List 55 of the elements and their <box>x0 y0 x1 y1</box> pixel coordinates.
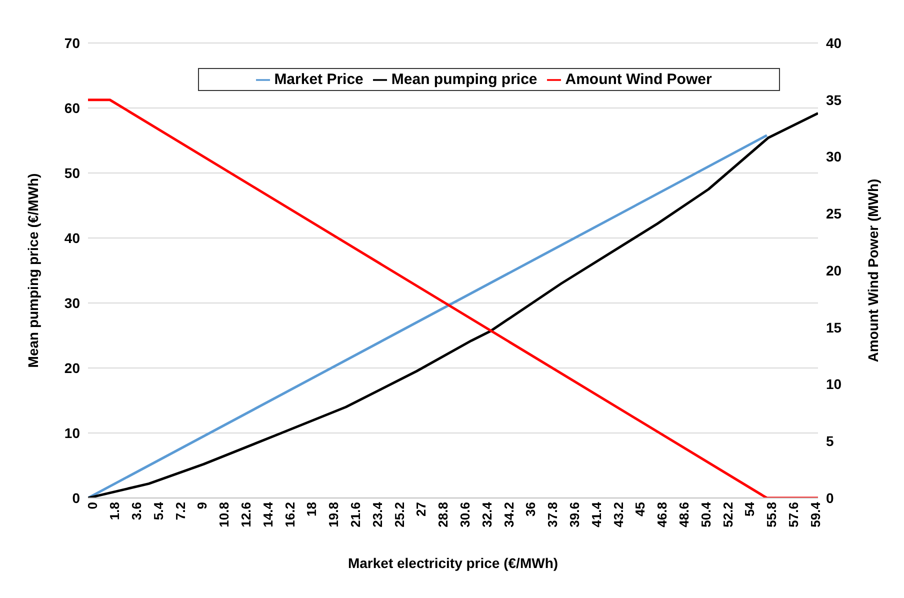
x-tick-label: 5.4 <box>150 501 166 520</box>
x-tick-label: 43.2 <box>610 502 626 528</box>
y2-tick-label: 20 <box>826 262 842 278</box>
x-tick-label: 9 <box>194 502 210 510</box>
x-tick-label: 39.6 <box>567 502 582 528</box>
y2-tick-label: 30 <box>826 148 842 165</box>
x-tick-label: 23.4 <box>370 501 385 528</box>
x-tick-label: 1.8 <box>107 502 122 520</box>
x-tick-label: 57.6 <box>786 502 802 528</box>
y-tick-label: 50 <box>64 164 80 181</box>
legend-label: Market Price <box>274 71 364 88</box>
y-tick-label: 30 <box>64 294 80 311</box>
x-tick-label: 36 <box>523 502 538 516</box>
x-tick-label: 37.8 <box>545 502 560 528</box>
x-tick-label: 7.2 <box>172 502 188 520</box>
x-tick-label: 34.2 <box>501 502 516 528</box>
legend-label: Mean pumping price <box>391 71 538 88</box>
y-tick-label: 40 <box>64 230 80 246</box>
x-tick-label: 25.2 <box>392 502 407 528</box>
x-tick-label: 45 <box>632 502 648 516</box>
legend-label: Amount Wind Power <box>565 71 712 88</box>
x-tick-label: 16.2 <box>282 502 298 528</box>
x-tick-label: 10.8 <box>216 502 232 528</box>
x-tick-label: 55.8 <box>764 502 780 528</box>
y2-tick-label: 5 <box>826 433 834 450</box>
x-tick-label: 21.6 <box>348 502 364 528</box>
x-tick-label: 19.8 <box>326 502 342 528</box>
y2-tick-label: 10 <box>826 376 842 392</box>
y2-tick-label: 15 <box>826 319 842 336</box>
y2-axis-title: Amount Wind Power (MWh) <box>864 178 881 362</box>
x-tick-label: 28.8 <box>436 502 451 528</box>
x-tick-label: 32.4 <box>479 501 494 528</box>
x-tick-label: 59.4 <box>808 501 823 528</box>
x-tick-label: 46.8 <box>654 502 670 528</box>
y-tick-label: 20 <box>64 360 80 376</box>
y-tick-label: 60 <box>64 100 80 116</box>
x-tick-label: 52.2 <box>720 502 736 528</box>
y2-tick-label: 35 <box>826 92 842 108</box>
x-tick-label: 50.4 <box>698 501 714 528</box>
y2-tick-label: 25 <box>826 206 842 222</box>
y2-tick-label: 40 <box>826 34 842 51</box>
y-axis-title: Mean pumping price (€/MWh) <box>24 173 41 368</box>
x-tick-label: 41.4 <box>588 501 604 528</box>
x-tick-label: 18 <box>304 502 320 516</box>
x-tick-label: 30.6 <box>458 502 473 528</box>
x-tick-label: 0 <box>85 502 100 510</box>
y-tick-label: 10 <box>64 424 80 441</box>
x-tick-label: 54 <box>742 501 758 516</box>
y-tick-label: 70 <box>64 34 80 51</box>
x-tick-label: 12.6 <box>238 502 254 528</box>
x-tick-label: 27 <box>414 502 429 516</box>
x-axis-title: Market electricity price (€/MWh) <box>348 555 558 571</box>
x-tick-label: 14.4 <box>260 501 276 528</box>
x-tick-label: 48.6 <box>676 502 692 528</box>
x-tick-label: 3.6 <box>129 502 144 520</box>
